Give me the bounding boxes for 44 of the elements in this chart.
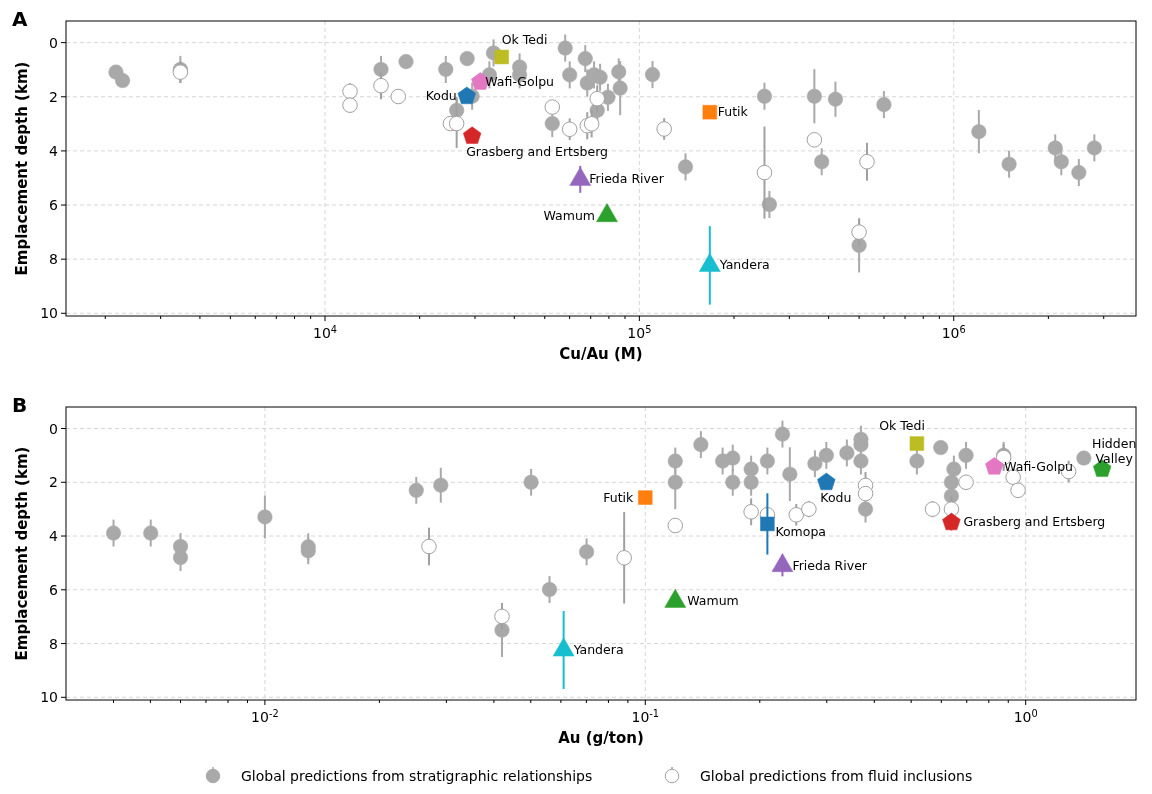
series-label: Ok Tedi xyxy=(501,32,548,47)
series-label: Frieda River xyxy=(792,557,868,573)
x-tick-label: 10$^{-2}$ xyxy=(251,707,279,725)
y-axis-title: Emplacement depth (km) xyxy=(13,61,31,276)
x-tick-label: 10$^{-1}$ xyxy=(631,707,660,725)
y-tick-label: 2 xyxy=(49,474,58,491)
series-label: Grasberg and Ertsberg xyxy=(466,144,609,160)
x-tick-label: 10$^{5}$ xyxy=(627,323,652,341)
y-tick-label: 4 xyxy=(49,528,59,545)
y-tick-label: 8 xyxy=(49,635,58,652)
series-label: Futik xyxy=(603,489,635,505)
y-tick-label: 6 xyxy=(49,197,59,214)
series-label: Hidden Valley xyxy=(1092,436,1137,467)
y-tick-label: 0 xyxy=(49,420,58,437)
legend-label: Global predictions from fluid inclusions xyxy=(700,768,973,784)
series-label: Wafi-Golpu xyxy=(485,73,555,89)
y-axis-title: Emplacement depth (km) xyxy=(13,446,31,661)
y-tick-label: 4 xyxy=(49,142,59,159)
y-tick-label: 6 xyxy=(49,581,59,598)
series-label: Futik xyxy=(717,104,749,120)
series-label: Grasberg and Ertsberg xyxy=(963,514,1106,530)
x-tick-label: 10$^{6}$ xyxy=(941,323,966,341)
series-label: Wafi-Golpu xyxy=(1004,458,1074,474)
y-tick-label: 2 xyxy=(49,88,58,105)
y-tick-label: 8 xyxy=(49,251,58,268)
legend-label: Global predictions from stratigraphic relationships xyxy=(241,768,593,784)
series-label: Wamum xyxy=(543,207,595,223)
x-axis-title: Cu/Au (M) xyxy=(559,345,643,363)
series-label: Frieda River xyxy=(589,171,665,187)
series-label: Kodu xyxy=(425,88,457,104)
x-axis-title: Au (g/ton) xyxy=(558,729,644,747)
chart-title: A xyxy=(12,7,28,31)
series-label: Yandera xyxy=(718,257,770,273)
series-label: Wamum xyxy=(687,593,739,609)
series-label: Ok Tedi xyxy=(879,417,925,433)
y-tick-label: 0 xyxy=(49,34,58,51)
series-label: Komopa xyxy=(775,523,827,539)
series-label: Yandera xyxy=(572,642,624,657)
y-tick-label: 10 xyxy=(40,305,58,322)
series-label: Kodu xyxy=(820,490,852,506)
y-tick-label: 10 xyxy=(40,689,58,706)
x-tick-label: 10$^{4}$ xyxy=(312,323,338,341)
x-tick-label: 10$^{0}$ xyxy=(1013,707,1038,725)
chart-title: B xyxy=(12,393,28,417)
